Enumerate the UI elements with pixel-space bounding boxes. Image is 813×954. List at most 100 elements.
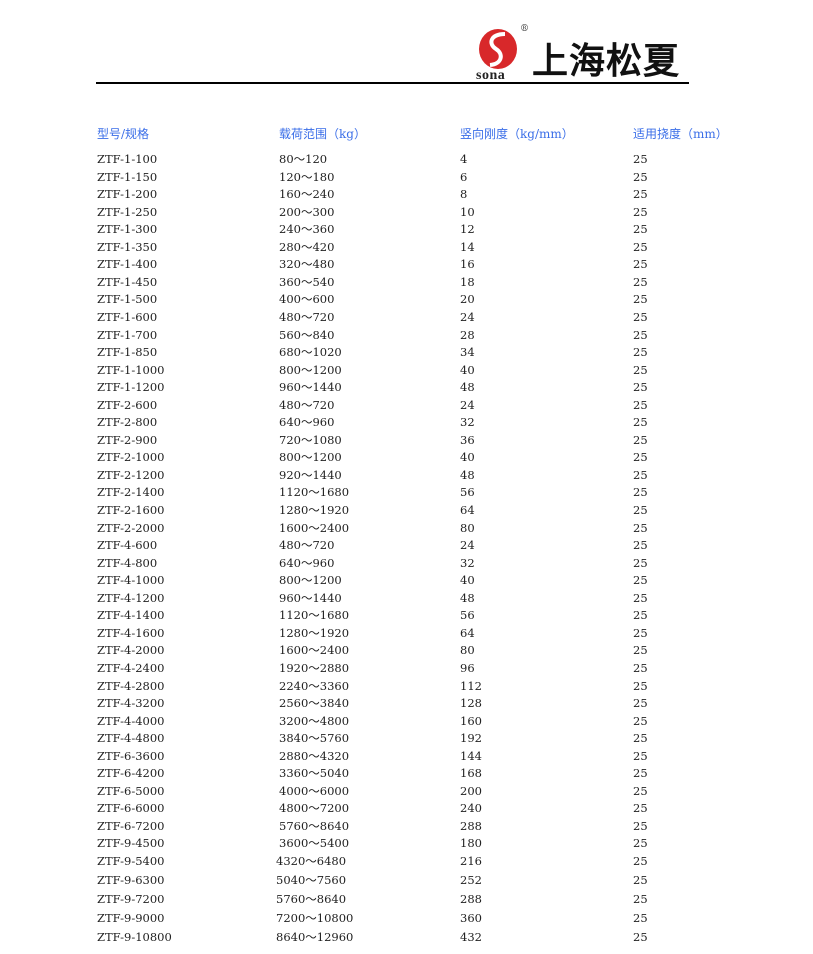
cell-deflection: 25 [633,239,648,254]
cell-load-range: 800～1200 [279,573,342,588]
cell-deflection: 25 [633,643,648,658]
cell-deflection: 25 [633,836,648,851]
cell-deflection: 25 [633,222,648,237]
cell-load-range: 2560～3840 [279,696,350,711]
cell-vertical-stiffness: 180 [460,836,482,851]
cell-vertical-stiffness: 200 [460,783,482,798]
cell-model: ZTF-1-150 [97,169,158,184]
cell-vertical-stiffness: 64 [460,503,475,517]
cell-model: ZTF-1-600 [97,309,158,324]
cell-load-range: 1280～1920 [279,625,350,640]
cell-deflection: 25 [633,696,648,711]
cell-deflection: 25 [633,274,648,289]
cell-vertical-stiffness: 40 [460,450,475,465]
cell-load-range: 160～240 [279,187,335,202]
cell-vertical-stiffness: 32 [460,555,475,570]
column-header-deflection: 适用挠度（mm） [633,127,728,141]
cell-model: ZTF-1-200 [97,187,158,202]
cell-vertical-stiffness: 112 [460,678,482,693]
cell-deflection: 25 [633,930,648,944]
cell-load-range: 2240～3360 [279,678,350,693]
cell-load-range: 1120～1680 [279,485,350,500]
cell-model: ZTF-9-10800 [97,930,172,944]
cell-vertical-stiffness: 40 [460,362,475,377]
cell-load-range: 800～1200 [279,450,342,465]
cell-vertical-stiffness: 8 [460,187,468,202]
cell-deflection: 25 [633,309,648,324]
cell-load-range: 3600～5400 [279,836,350,851]
cell-vertical-stiffness: 48 [460,590,475,605]
cell-vertical-stiffness: 18 [460,274,475,289]
cell-deflection: 25 [633,204,648,219]
cell-vertical-stiffness: 4 [460,152,468,166]
cell-vertical-stiffness: 24 [460,397,475,412]
cell-load-range: 400～600 [279,292,335,307]
cell-deflection: 25 [633,538,648,553]
cell-model: ZTF-4-3200 [97,696,165,711]
cell-model: ZTF-4-2400 [97,660,165,675]
cell-load-range: 120～180 [279,169,335,184]
cell-deflection: 25 [633,911,648,925]
cell-vertical-stiffness: 6 [460,169,468,184]
cell-deflection: 25 [633,625,648,640]
cell-vertical-stiffness: 56 [460,608,475,623]
cell-deflection: 25 [633,292,648,307]
cell-deflection: 25 [633,748,648,763]
cell-load-range: 3840～5760 [279,731,350,746]
cell-deflection: 25 [633,485,648,500]
cell-deflection: 25 [633,818,648,833]
cell-deflection: 25 [633,450,648,465]
cell-vertical-stiffness: 28 [460,327,475,342]
cell-vertical-stiffness: 80 [460,643,475,658]
cell-model: ZTF-2-1400 [97,485,165,500]
cell-load-range: 280～420 [279,239,335,254]
cell-deflection: 25 [633,801,648,816]
logo-text: sona [476,68,506,83]
cell-load-range: 3360～5040 [279,766,350,781]
cell-load-range: 5760～8640 [279,818,350,833]
cell-model: ZTF-4-2000 [97,643,165,658]
cell-vertical-stiffness: 240 [460,801,482,816]
cell-load-range: 200～300 [279,204,335,219]
cell-deflection: 25 [633,187,648,202]
cell-deflection: 25 [633,432,648,447]
cell-load-range: 960～1440 [279,380,342,395]
cell-model: ZTF-4-4000 [97,713,165,728]
column-header-load-range: 载荷范围（kg） [279,127,366,141]
cell-vertical-stiffness: 96 [460,660,475,675]
cell-vertical-stiffness: 40 [460,573,475,588]
cell-vertical-stiffness: 16 [460,257,475,272]
sona-logo-icon [479,29,517,69]
cell-vertical-stiffness: 360 [460,911,482,925]
cell-load-range: 360～540 [279,274,335,289]
cell-load-range: 480～720 [279,309,335,324]
cell-model: ZTF-1-700 [97,327,158,342]
cell-deflection: 25 [633,169,648,184]
cell-deflection: 25 [633,415,648,430]
cell-vertical-stiffness: 34 [460,345,475,360]
cell-load-range: 4000～6000 [279,783,350,798]
cell-model: ZTF-9-9000 [97,911,165,925]
cell-vertical-stiffness: 216 [460,854,482,868]
cell-load-range: 800～1200 [279,362,342,377]
cell-load-range: 680～1020 [279,345,342,360]
cell-model: ZTF-2-2000 [97,520,165,535]
column-header-model: 型号/规格 [97,127,150,141]
cell-model: ZTF-4-1000 [97,573,165,588]
cell-model: ZTF-1-250 [97,204,158,219]
cell-vertical-stiffness: 432 [460,930,482,944]
cell-load-range: 1280～1920 [279,503,350,517]
cell-load-range: 640～960 [279,415,335,430]
cell-vertical-stiffness: 48 [460,380,475,395]
cell-load-range: 4800～7200 [279,801,350,816]
cell-load-range: 8640～12960 [276,930,354,944]
cell-deflection: 25 [633,345,648,360]
registered-mark: ® [520,24,529,34]
cell-deflection: 25 [633,327,648,342]
cell-deflection: 25 [633,257,648,272]
cell-vertical-stiffness: 252 [460,873,482,887]
cell-vertical-stiffness: 36 [460,432,475,447]
brand-name: 上海松夏 [532,41,681,82]
cell-model: ZTF-6-4200 [97,766,165,781]
cell-vertical-stiffness: 14 [460,239,475,254]
